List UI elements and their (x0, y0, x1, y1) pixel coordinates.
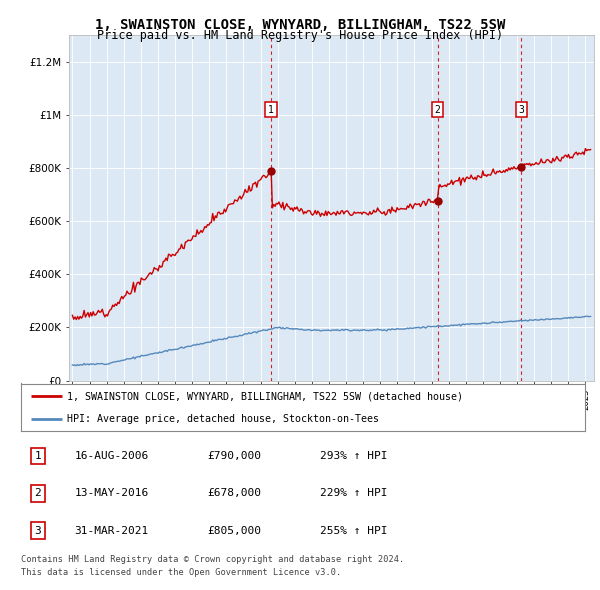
Text: Price paid vs. HM Land Registry's House Price Index (HPI): Price paid vs. HM Land Registry's House … (97, 30, 503, 42)
Text: Contains HM Land Registry data © Crown copyright and database right 2024.: Contains HM Land Registry data © Crown c… (21, 555, 404, 563)
Text: 1, SWAINSTON CLOSE, WYNYARD, BILLINGHAM, TS22 5SW: 1, SWAINSTON CLOSE, WYNYARD, BILLINGHAM,… (95, 18, 505, 32)
Text: This data is licensed under the Open Government Licence v3.0.: This data is licensed under the Open Gov… (21, 568, 341, 576)
Text: 2: 2 (435, 105, 440, 114)
Text: 1, SWAINSTON CLOSE, WYNYARD, BILLINGHAM, TS22 5SW (detached house): 1, SWAINSTON CLOSE, WYNYARD, BILLINGHAM,… (67, 391, 463, 401)
Text: 16-AUG-2006: 16-AUG-2006 (74, 451, 149, 461)
Text: 3: 3 (35, 526, 41, 536)
Text: £790,000: £790,000 (207, 451, 261, 461)
Text: 293% ↑ HPI: 293% ↑ HPI (320, 451, 388, 461)
Text: 1: 1 (35, 451, 41, 461)
Text: 255% ↑ HPI: 255% ↑ HPI (320, 526, 388, 536)
Text: 3: 3 (518, 105, 524, 114)
Text: 13-MAY-2016: 13-MAY-2016 (74, 489, 149, 498)
Text: 1: 1 (268, 105, 274, 114)
Text: 31-MAR-2021: 31-MAR-2021 (74, 526, 149, 536)
Text: 229% ↑ HPI: 229% ↑ HPI (320, 489, 388, 498)
Text: £805,000: £805,000 (207, 526, 261, 536)
Text: 2: 2 (35, 489, 41, 498)
Text: HPI: Average price, detached house, Stockton-on-Tees: HPI: Average price, detached house, Stoc… (67, 414, 379, 424)
Text: £678,000: £678,000 (207, 489, 261, 498)
